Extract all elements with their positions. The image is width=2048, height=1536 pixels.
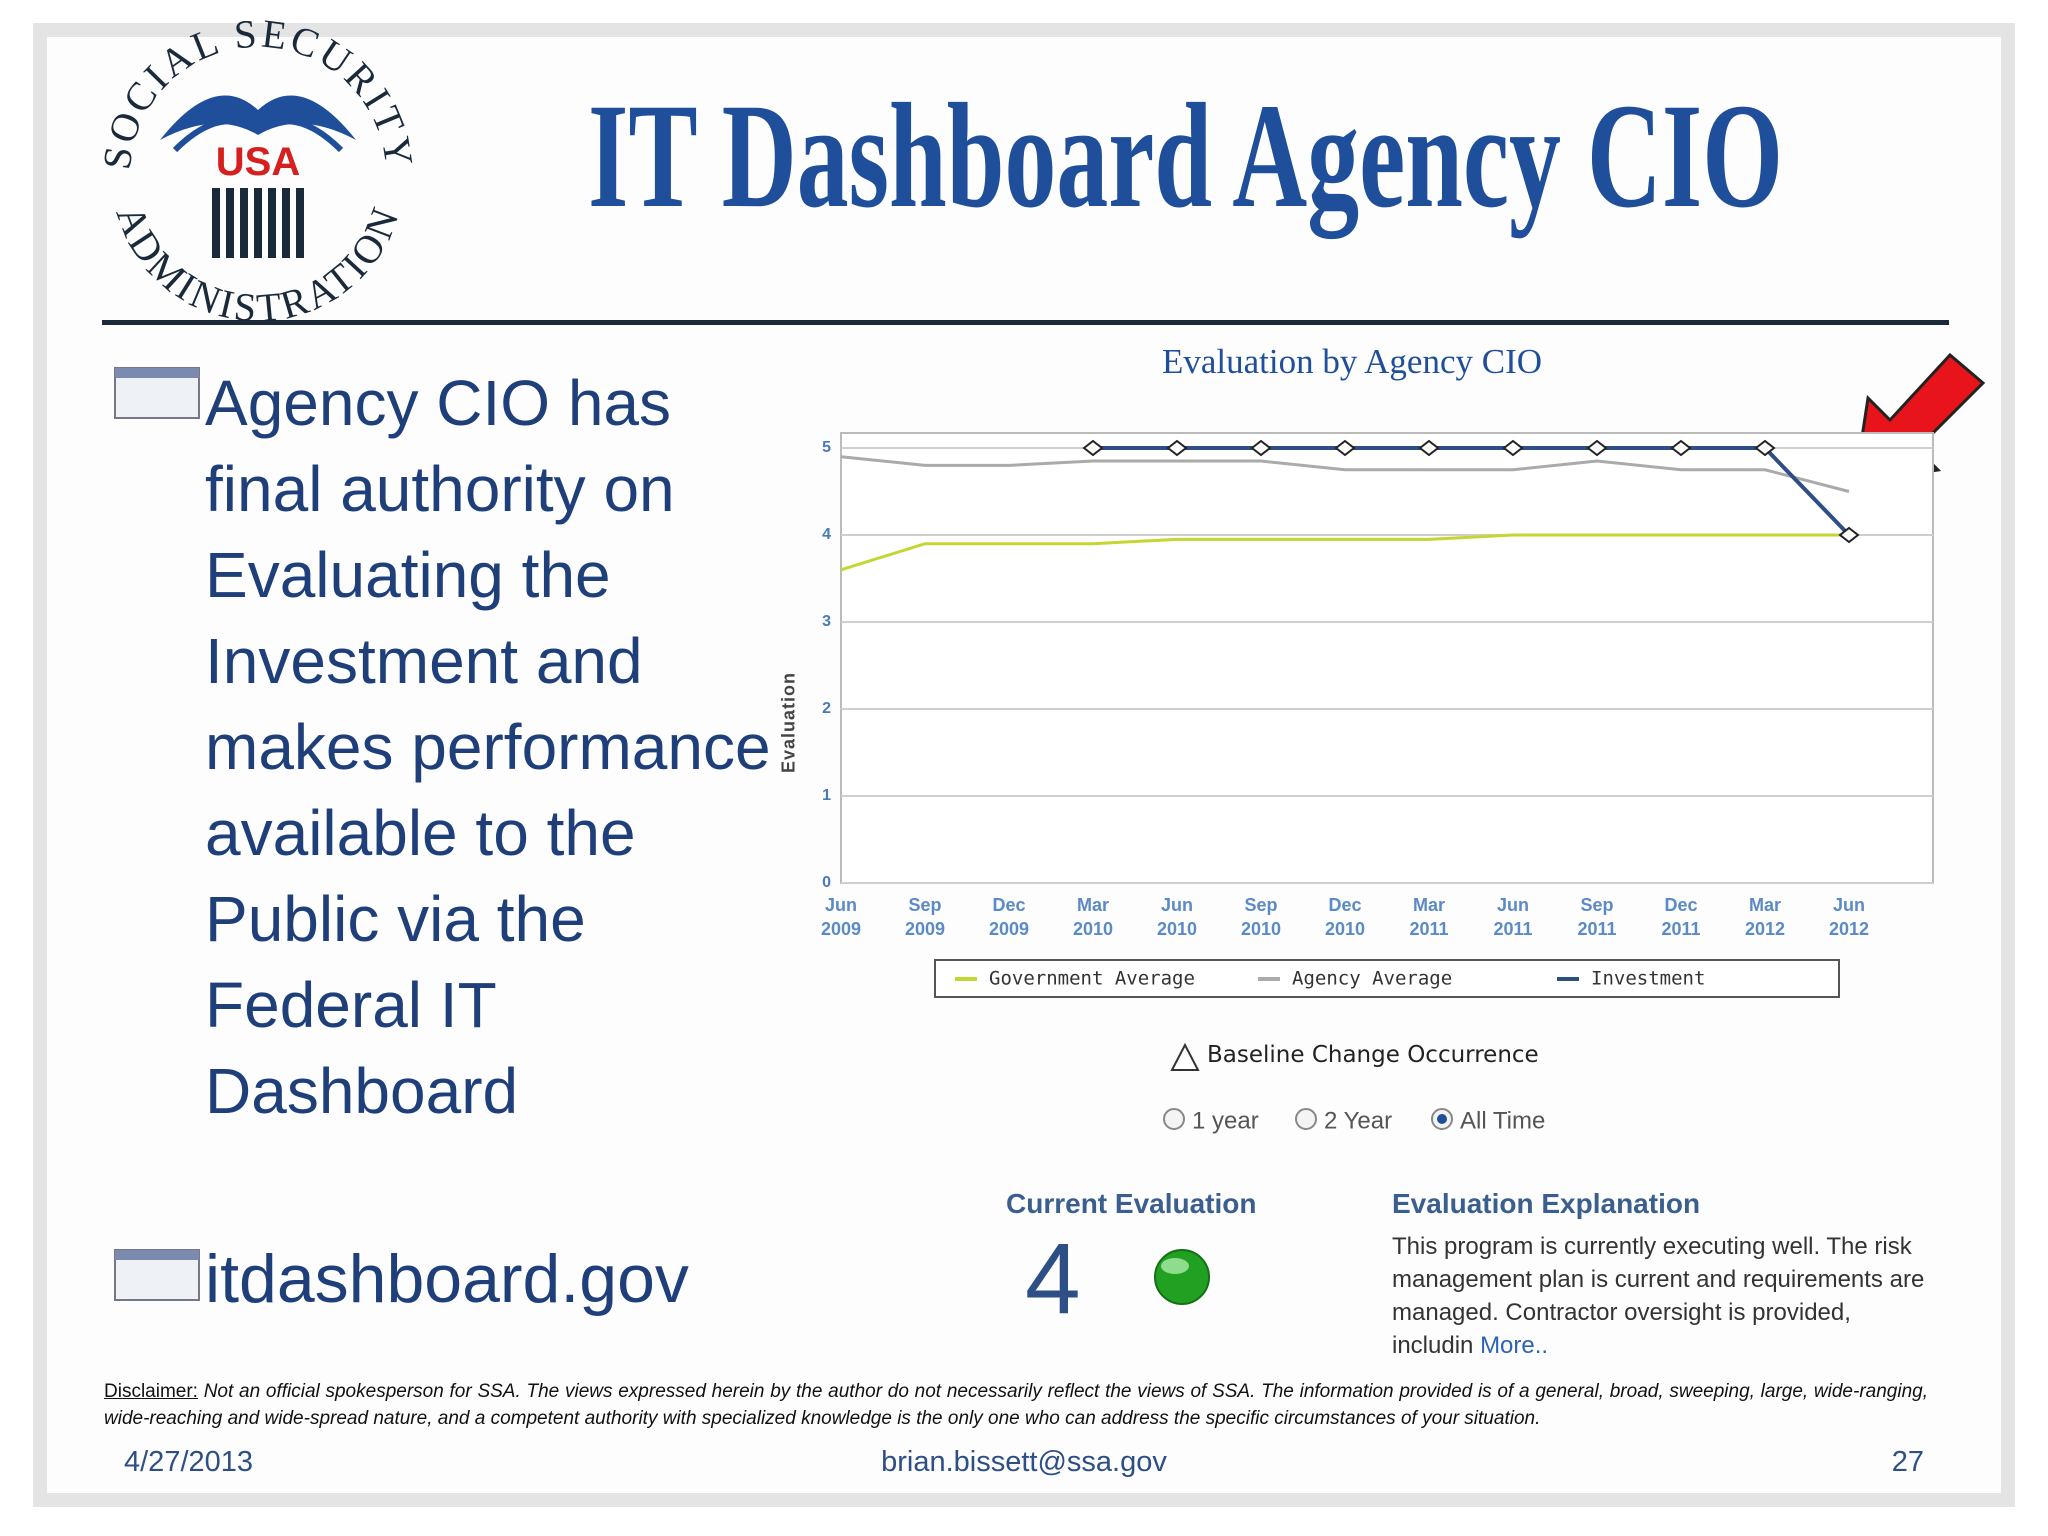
- plot-area: [840, 432, 1934, 884]
- series-line: [840, 455, 1850, 493]
- x-tick-label: Jun 2011: [1493, 895, 1533, 939]
- bullet-icons: [114, 367, 200, 1301]
- logo-eagle: [160, 95, 356, 140]
- disclaimer: Disclaimer: Not an official spokesperson…: [104, 1378, 1928, 1432]
- data-point: [1334, 439, 1356, 457]
- data-point: [1250, 439, 1272, 457]
- x-tick-label: Sep 2010: [1240, 895, 1282, 939]
- legend-box: [934, 959, 1840, 998]
- x-tick-label: Mar 2012: [1744, 895, 1786, 939]
- x-tick-label: Dec 2009: [988, 895, 1030, 939]
- data-point: [1502, 439, 1524, 457]
- range-label: 2 Year: [1324, 1107, 1392, 1134]
- logo-usa: USA: [216, 140, 300, 184]
- logo-wing: [172, 118, 344, 153]
- data-point: [1838, 526, 1860, 544]
- x-tick-label: Mar 2010: [1072, 895, 1114, 939]
- footer-date: 4/27/2013: [124, 1446, 254, 1478]
- y-tick-label: 5: [822, 439, 831, 456]
- x-tick-label: Jun 2010: [1156, 895, 1198, 939]
- bullet-text: Agency CIO has final authority on Evalua…: [205, 367, 771, 1127]
- x-tick-label: Jun 2009: [820, 895, 862, 939]
- status-shine: [1161, 1258, 1189, 1274]
- range-option[interactable]: 2 Year: [1295, 1107, 1392, 1134]
- data-point: [1082, 439, 1104, 457]
- series-line: [1093, 446, 1851, 537]
- legend-label: Investment: [1591, 968, 1705, 990]
- y-tick-label: 3: [822, 613, 831, 630]
- header-rule: [102, 320, 1949, 325]
- y-tick-label: 0: [822, 874, 831, 891]
- x-tick-label: Sep 2009: [904, 895, 946, 939]
- current-evaluation-value: 4: [1025, 1223, 1081, 1335]
- chart-title: Evaluation by Agency CIO: [1161, 342, 1543, 381]
- range-option[interactable]: 1 year: [1163, 1107, 1259, 1134]
- baseline-icon: [1170, 1042, 1200, 1071]
- more-link[interactable]: More..: [1480, 1332, 1549, 1359]
- y-axis-label: Evaluation: [778, 671, 799, 774]
- data-point: [1670, 439, 1692, 457]
- legend-label: Government Average: [989, 968, 1195, 990]
- explanation-body: This program is currently executing well…: [1392, 1230, 1927, 1362]
- slide-title: IT Dashboard Agency CIO: [588, 73, 1783, 239]
- range-option[interactable]: All Time: [1431, 1107, 1545, 1134]
- data-point: [1754, 439, 1776, 457]
- explanation-text: This program is currently executing well…: [1392, 1233, 1925, 1359]
- radio-button: [1163, 1108, 1185, 1130]
- x-tick-label: Jun 2012: [1828, 895, 1870, 939]
- baseline-legend: Baseline Change Occurrence: [1207, 1042, 1539, 1068]
- y-tick-label: 2: [822, 700, 831, 717]
- disclaimer-label: Disclaimer:: [104, 1381, 198, 1402]
- series-line: [840, 533, 1849, 572]
- x-tick-label: Dec 2010: [1324, 895, 1366, 939]
- range-label: All Time: [1460, 1107, 1545, 1134]
- explanation-heading: Evaluation Explanation: [1392, 1188, 1701, 1219]
- current-evaluation-heading: Current Evaluation: [1006, 1188, 1257, 1219]
- radio-dot: [1437, 1114, 1447, 1124]
- range-label: 1 year: [1192, 1107, 1259, 1134]
- legend-label: Agency Average: [1292, 968, 1452, 990]
- footer-email: brian.bissett@ssa.gov: [881, 1446, 1167, 1478]
- data-point: [1166, 439, 1188, 457]
- y-tick-label: 4: [822, 526, 831, 543]
- radio-button: [1295, 1108, 1317, 1130]
- data-point: [1418, 439, 1440, 457]
- x-tick-label: Sep 2011: [1577, 895, 1617, 939]
- x-tick-label: Mar 2011: [1409, 895, 1449, 939]
- disclaimer-text: Not an official spokesperson for SSA. Th…: [104, 1381, 1928, 1429]
- x-tick-label: Dec 2011: [1661, 895, 1701, 939]
- status-indicator: [1154, 1249, 1210, 1305]
- y-tick-label: 1: [822, 787, 831, 804]
- data-point: [1586, 439, 1608, 457]
- logo-stripes: [212, 188, 304, 258]
- bullet-text: itdashboard.gov: [205, 1241, 689, 1317]
- page-number: 27: [1891, 1446, 1924, 1478]
